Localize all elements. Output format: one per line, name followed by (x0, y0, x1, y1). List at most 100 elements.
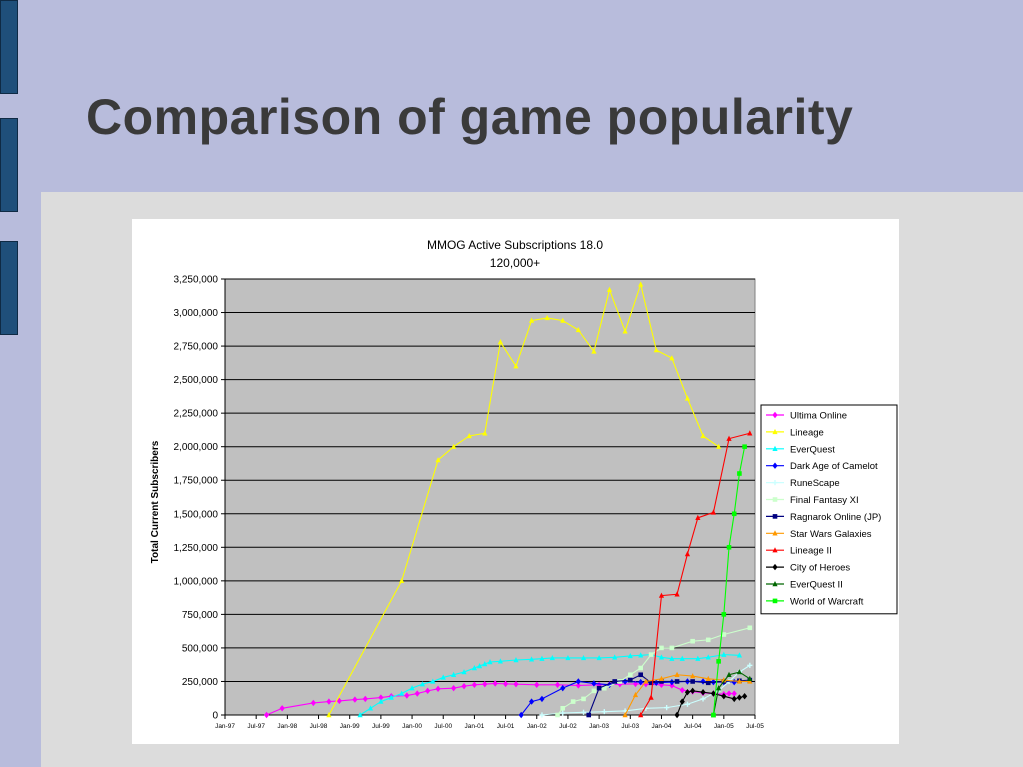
data-point (674, 679, 680, 684)
data-point (513, 680, 519, 688)
data-point (606, 286, 613, 292)
data-point (716, 443, 722, 449)
data-point (711, 712, 716, 718)
data-point (705, 675, 711, 681)
plot-area: 0 250,000 500,000 750,000 1,000,000 1,250,000… (174, 275, 765, 731)
y-tick-label: 1,500,000 (174, 509, 219, 520)
data-point (638, 712, 644, 718)
legend-item: City of Heroes (766, 563, 850, 574)
y-tick-label: 3,000,000 (174, 308, 219, 319)
data-point (726, 690, 732, 697)
data-point (596, 685, 602, 691)
decorative-bar-bottom (0, 241, 18, 335)
data-point (684, 395, 691, 401)
data-point (726, 671, 732, 677)
data-point (747, 625, 753, 631)
data-point (539, 695, 545, 703)
legend-marker (772, 514, 778, 519)
legend-label: RuneScape (790, 478, 840, 489)
y-tick-label: 2,250,000 (174, 409, 219, 420)
data-point (659, 679, 664, 684)
legend-label: EverQuest (790, 444, 835, 455)
data-point (705, 654, 711, 660)
data-point (575, 682, 581, 689)
legend-label: EverQuest II (790, 580, 843, 591)
data-point (560, 710, 566, 716)
data-point (627, 677, 633, 683)
data-point (638, 665, 643, 671)
data-point (659, 645, 664, 651)
data-point (581, 696, 586, 702)
data-point (544, 314, 550, 321)
y-tick-label: 1,750,000 (174, 476, 219, 487)
data-point (497, 339, 503, 345)
data-point (705, 680, 711, 686)
data-point (388, 694, 394, 700)
legend-marker (772, 497, 778, 502)
data-point (560, 317, 566, 323)
data-point (513, 363, 519, 369)
data-point (747, 678, 753, 684)
data-point (367, 705, 374, 711)
data-point (487, 659, 493, 665)
data-point (399, 690, 405, 696)
data-point (679, 655, 685, 661)
legend-label: Ultima Online (790, 411, 847, 422)
legend-item: Ultima Online (766, 411, 847, 422)
data-point (695, 655, 701, 661)
data-point (409, 685, 415, 691)
data-point (690, 687, 696, 695)
legend-item: Final Fantasy XI (766, 495, 859, 506)
series-lineage-ii (638, 430, 753, 718)
data-point (612, 679, 618, 684)
data-point (669, 655, 675, 661)
y-tick-label: 750,000 (182, 610, 219, 621)
data-point (591, 688, 597, 694)
legend-item: World of Warcraft (766, 596, 864, 607)
data-point (695, 514, 701, 520)
data-point (721, 677, 727, 683)
data-point (700, 696, 706, 702)
legend-marker (772, 445, 778, 451)
series-line (624, 674, 750, 716)
legend-marker (772, 581, 778, 587)
data-point (690, 673, 696, 679)
chart-container: MMOG Active Subscriptions 18.0 120,000+ … (132, 219, 899, 744)
data-point (710, 690, 717, 697)
data-point (669, 678, 675, 686)
data-point (648, 652, 654, 657)
legend-item: Star Wars Galaxies (766, 529, 872, 540)
x-tick-label: Jan-97 (215, 723, 235, 730)
data-point (669, 355, 675, 361)
data-point (555, 712, 560, 718)
legend-label: Final Fantasy XI (790, 495, 859, 506)
data-point (638, 678, 644, 686)
data-point (731, 678, 737, 686)
data-point (747, 430, 753, 436)
series-line (557, 627, 750, 716)
data-point (700, 432, 706, 439)
legend-label: Dark Age of Camelot (790, 461, 878, 472)
legend-marker (772, 598, 778, 604)
data-point (430, 678, 436, 684)
data-point (435, 457, 441, 463)
data-point (664, 705, 670, 711)
data-point (602, 685, 607, 691)
x-tick-label: Jan-02 (527, 723, 547, 730)
data-point (482, 680, 488, 688)
data-point (736, 652, 743, 658)
data-point (528, 317, 535, 323)
decorative-bar-top (0, 0, 18, 94)
x-tick-label: Jul-99 (372, 723, 390, 730)
data-point (451, 671, 457, 677)
x-tick-label: Jul-97 (247, 723, 265, 730)
y-tick-label: 250,000 (182, 677, 219, 688)
legend-marker (772, 547, 778, 553)
data-point (425, 687, 431, 695)
x-tick-label: Jan-05 (714, 723, 734, 730)
data-point (528, 656, 535, 662)
data-point (326, 712, 332, 718)
x-tick-label: Jan-00 (402, 723, 422, 730)
data-point (528, 698, 535, 705)
legend-label: Star Wars Galaxies (790, 529, 872, 540)
